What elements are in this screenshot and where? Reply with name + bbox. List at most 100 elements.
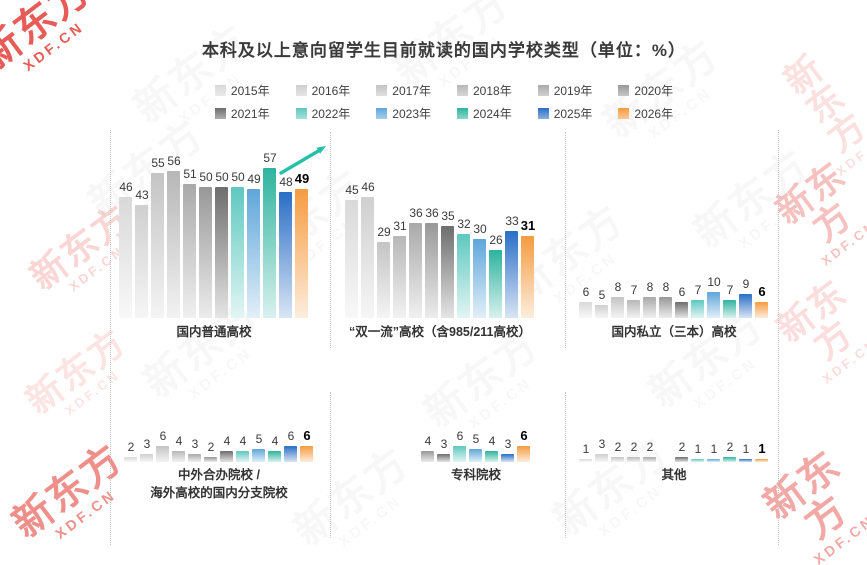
bar-2019年: [183, 183, 196, 318]
legend-swatch-icon: [537, 85, 549, 96]
bar-2016年: [140, 454, 153, 462]
bar-value-label: 29: [377, 224, 391, 239]
legend-row-2: 2021年 2022年 2023年 2024年 2025年 2026年: [110, 105, 778, 122]
divider-row1-a: [330, 132, 331, 348]
chart-legend: 2015年 2016年 2017年 2018年 2019年 2020年 2021年 2022年…: [110, 82, 778, 128]
bar-value-label: 5: [255, 431, 263, 446]
legend-swatch-icon: [376, 85, 388, 96]
legend-item-2020年: 2020年: [618, 82, 673, 99]
bar-2016年: [361, 197, 374, 318]
bar-value-label: 8: [662, 279, 670, 294]
legend-item-2024年: 2024年: [457, 105, 512, 122]
bar-2019年: [409, 223, 422, 318]
bar-value-label: 51: [183, 166, 197, 181]
legend-label: 2022年: [311, 107, 351, 121]
bar-2024年: [485, 451, 498, 462]
bar-value-label: 49: [247, 172, 261, 187]
bar-2025年: [739, 459, 752, 462]
category-label-4: 中外合办院校 / 海外高校的国内分支院校: [150, 468, 288, 501]
bar-value-label: 4: [223, 434, 231, 449]
bar-2024年: [489, 249, 502, 318]
legend-label: 2015年: [230, 84, 270, 98]
bar-2015年: [579, 302, 592, 318]
bar-2018年: [393, 236, 406, 318]
bar-2015年: [119, 197, 132, 318]
bar-2025年: [279, 191, 292, 318]
bar-2026年: [755, 302, 768, 318]
chart-group-2: 45 46 29 31 36 36 35 32 30 26 33 31: [344, 0, 536, 318]
chart-title: 本科及以上意向留学生目前就读的国内学校类型（单位：%）: [201, 41, 687, 60]
bar-2016年: [135, 204, 148, 318]
legend-swatch-icon: [457, 108, 468, 119]
bar-value-label: 30: [473, 222, 487, 237]
legend-label: 2026年: [634, 107, 674, 121]
bar-2026年: [521, 236, 534, 318]
legend-item-2022年: 2022年: [295, 105, 351, 122]
bar-value-label: 32: [457, 216, 471, 231]
bar-2022年: [691, 299, 704, 318]
legend-label: 2017年: [392, 84, 431, 98]
bar-2020年: [199, 186, 212, 318]
legend-label: 2018年: [473, 84, 512, 98]
bar-2026年: [295, 189, 308, 318]
bar-value-label: 26: [489, 232, 503, 247]
legend-item-2025年: 2025年: [537, 105, 593, 122]
bar-2020年: [421, 451, 434, 462]
bar-value-label: 4: [424, 434, 432, 449]
bar-value-label: 6: [582, 285, 590, 300]
bar-2023年: [473, 239, 486, 318]
bar-2025年: [739, 294, 752, 318]
legend-swatch-icon: [537, 108, 549, 119]
legend-swatch-icon: [295, 85, 307, 96]
bar-2025年: [505, 231, 518, 318]
bar-2021年: [441, 225, 454, 318]
bar-value-label: 10: [707, 274, 721, 289]
bar-2023年: [707, 291, 720, 318]
bar-value-label: 6: [303, 428, 311, 444]
bar-2024年: [263, 168, 276, 318]
divider-row2-a: [330, 392, 331, 538]
legend-swatch-icon: [618, 108, 630, 119]
bar-value-label: 50: [215, 169, 229, 184]
divider-row1-b: [565, 132, 566, 348]
bar-value-label: 4: [488, 434, 496, 449]
bar-value-label: 9: [742, 277, 750, 292]
legend-item-2021年: 2021年: [214, 105, 270, 122]
bar-2022年: [231, 186, 244, 318]
bar-value-label: 4: [239, 434, 247, 449]
bar-value-label: 55: [151, 156, 165, 171]
bar-value-label: 3: [191, 437, 199, 452]
bar-2021年: [215, 186, 228, 318]
bar-value-label: 57: [263, 151, 277, 166]
bar-2017年: [156, 446, 169, 462]
bar-value-label: 3: [504, 437, 512, 452]
bar-value-label: 2: [726, 439, 734, 454]
bar-value-label: 35: [441, 208, 455, 223]
bar-value-label: 4: [175, 434, 183, 449]
legend-swatch-icon: [376, 108, 388, 119]
bar-value-label: 2: [630, 439, 638, 454]
legend-label: 2025年: [553, 107, 593, 121]
bar-2019年: [188, 454, 201, 462]
bar-2018年: [627, 456, 640, 462]
bar-2018年: [167, 170, 180, 318]
bar-2022年: [453, 446, 466, 462]
bar-2024年: [723, 456, 736, 462]
category-label-2: “双一流”高校（含985/211高校）: [349, 325, 531, 339]
bar-value-label: 2: [127, 439, 135, 454]
bar-value-label: 7: [694, 282, 702, 297]
bar-value-label: 1: [582, 442, 590, 457]
legend-item-2023年: 2023年: [376, 105, 431, 122]
bar-2021年: [675, 456, 688, 462]
bar-value-label: 49: [294, 171, 310, 187]
bar-value-label: 45: [345, 182, 359, 197]
bar-value-label: 1: [742, 442, 750, 457]
bar-value-label: 8: [646, 279, 654, 294]
bar-value-label: 48: [279, 174, 293, 189]
bar-value-label: 4: [271, 434, 279, 449]
bar-value-label: 6: [678, 285, 686, 300]
bar-value-label: 50: [199, 169, 213, 184]
